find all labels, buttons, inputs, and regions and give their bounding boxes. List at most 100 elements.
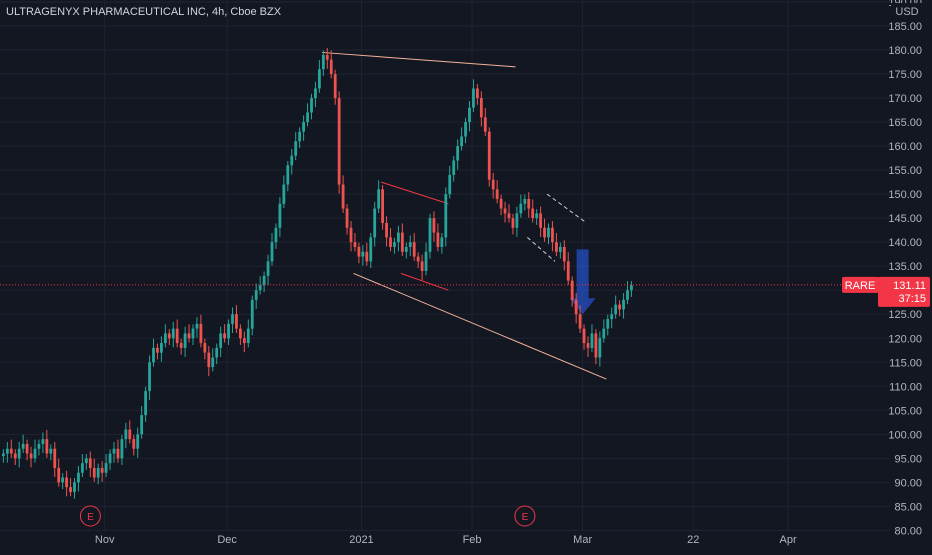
candle-body xyxy=(148,362,151,392)
candle-body xyxy=(163,333,167,344)
candle-body xyxy=(582,328,586,344)
candle-body xyxy=(167,333,171,339)
candle-body xyxy=(495,189,499,199)
currency-box xyxy=(891,3,923,18)
time-tick-label: 2021 xyxy=(349,534,373,546)
candle-body xyxy=(235,314,238,329)
candle-body xyxy=(491,179,495,190)
symbol-tag-box xyxy=(842,276,879,293)
candle-body xyxy=(61,477,65,483)
candle-body xyxy=(65,477,68,488)
candle-body xyxy=(306,112,309,123)
candle-body xyxy=(622,299,625,310)
earnings-marker-label: E xyxy=(522,512,529,523)
candle-body xyxy=(551,227,554,243)
candle-body xyxy=(543,227,546,238)
candle-body xyxy=(84,458,88,464)
candle-body xyxy=(108,453,112,464)
price-axis[interactable]: 80.00 85.00 90.00 95.00 100.00 105.00 110.00 11… xyxy=(888,0,922,537)
price-tick-label: 180.00 xyxy=(888,45,922,57)
earnings-marker-label: E xyxy=(87,512,94,523)
candle-body xyxy=(179,343,183,348)
candle-body xyxy=(45,439,49,454)
earnings-marker xyxy=(514,505,536,527)
candle-body xyxy=(412,242,416,257)
candle-body xyxy=(408,242,412,247)
candle-body xyxy=(345,208,349,228)
time-tick-label: Apr xyxy=(779,534,796,546)
candle-body xyxy=(562,246,566,262)
candle-body xyxy=(175,328,179,344)
candle-body xyxy=(278,203,282,228)
candle-body xyxy=(227,323,230,339)
candle-body xyxy=(610,314,614,320)
candles-layer xyxy=(2,48,633,499)
trendline xyxy=(321,51,516,68)
candle-body xyxy=(215,347,219,358)
price-tick-label: 160.00 xyxy=(888,141,922,153)
candle-body xyxy=(100,467,104,473)
candle-body xyxy=(203,343,207,353)
candle-body xyxy=(21,443,25,449)
price-tick-label: 110.00 xyxy=(889,381,922,393)
candle-body xyxy=(211,357,215,368)
candle-body xyxy=(483,117,487,132)
candle-body xyxy=(385,222,388,238)
candle-body xyxy=(424,251,428,271)
candle-body xyxy=(160,343,163,353)
candle-body xyxy=(404,246,408,252)
candle-body xyxy=(144,391,147,416)
price-tick-label: 115.00 xyxy=(889,357,922,369)
candle-body xyxy=(479,98,483,118)
candle-body xyxy=(519,203,523,214)
candle-body xyxy=(400,232,404,252)
candle-body xyxy=(314,88,317,99)
candle-body xyxy=(120,439,124,459)
time-axis[interactable]: Nov Dec 2021 Feb Mar 22 Apr xyxy=(95,534,797,546)
candle-body xyxy=(195,323,199,329)
price-axis-background[interactable] xyxy=(890,0,932,550)
candle-body xyxy=(436,232,440,247)
candle-body xyxy=(397,232,400,243)
candle-body xyxy=(373,208,377,238)
candle-body xyxy=(464,122,467,137)
candle-body xyxy=(152,347,155,363)
candle-body xyxy=(527,198,531,209)
candle-body xyxy=(614,304,618,315)
candle-body xyxy=(128,429,132,440)
candle-body xyxy=(507,213,511,219)
candle-body xyxy=(124,429,128,440)
drawings-layer[interactable] xyxy=(321,51,607,380)
candle-body xyxy=(88,458,92,468)
candle-body xyxy=(140,415,144,435)
candle-body xyxy=(191,328,195,339)
price-tick-label: 90.00 xyxy=(894,477,922,489)
candle-body xyxy=(199,323,203,344)
time-tick-label: Nov xyxy=(95,534,115,546)
candle-body xyxy=(318,69,321,89)
candle-body xyxy=(329,59,333,75)
trendline xyxy=(353,272,607,380)
candle-body xyxy=(13,453,17,459)
candle-body xyxy=(416,256,420,262)
candle-body xyxy=(132,439,136,449)
candle-body xyxy=(337,98,341,185)
candle-body xyxy=(377,189,381,209)
candle-body xyxy=(250,299,254,329)
candle-body xyxy=(17,448,21,459)
candle-body xyxy=(92,467,96,478)
price-tick-label: 140.00 xyxy=(888,237,922,249)
candle-body xyxy=(523,198,527,204)
candle-body xyxy=(41,439,45,444)
candle-body xyxy=(69,487,72,492)
channel-line xyxy=(400,272,449,291)
candle-body xyxy=(606,319,610,329)
candle-body xyxy=(294,141,298,156)
candle-body xyxy=(290,155,294,166)
candle-body xyxy=(349,227,353,243)
candle-body xyxy=(298,131,302,142)
candle-body xyxy=(389,237,392,247)
